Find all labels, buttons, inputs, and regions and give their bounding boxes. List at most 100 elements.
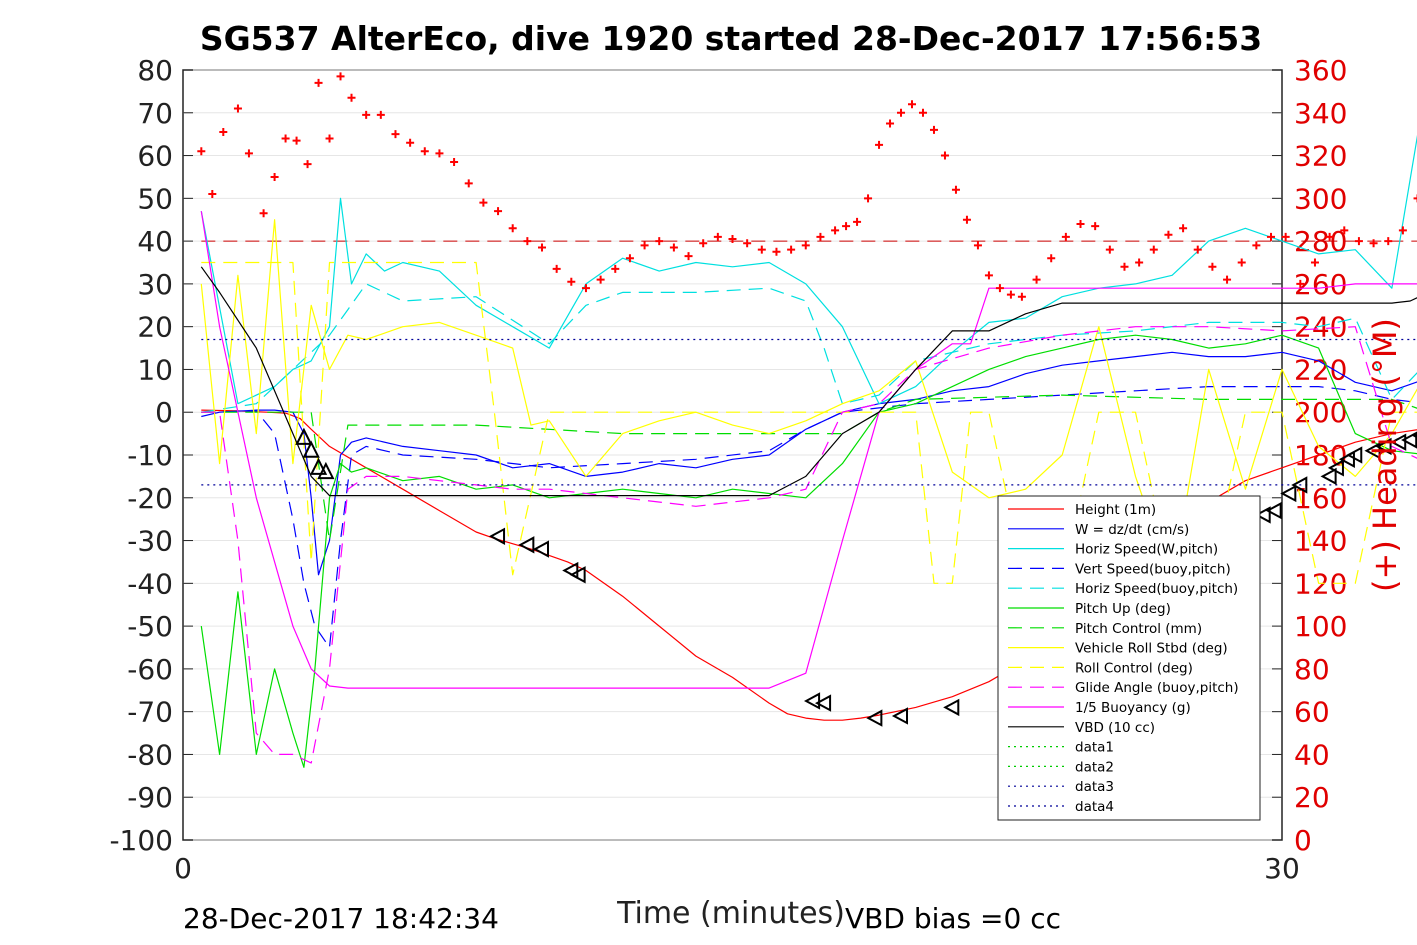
heading-point [728,234,737,243]
heading-point [1223,275,1232,284]
left-triangle-marker [1265,501,1282,520]
series-line [200,334,1417,768]
heading-point [406,138,415,147]
y-tick-label: 70 [137,97,173,130]
heading-point [197,147,206,156]
legend-label: VBD (10 cc) [1075,720,1155,736]
up-triangle-marker [317,461,335,480]
heading-point [1384,237,1393,246]
heading-point [259,209,268,218]
left-triangle-marker [569,566,586,584]
y-tick-label: -40 [127,567,173,600]
y2-tick-label: 300 [1294,182,1347,215]
heading-point [1047,254,1056,263]
heading-point [640,241,649,250]
left-triangle-marker [1254,506,1271,524]
series-line [201,283,1417,413]
heading-point [435,149,444,158]
legend-label: Pitch Control (mm) [1075,621,1202,637]
heading-point [1061,232,1070,241]
heading-point [625,254,634,263]
heading-point [270,172,279,181]
heading-point [292,136,301,145]
series-line [200,219,1417,584]
heading-point [1354,237,1363,246]
heading-point [1310,258,1319,267]
series-line [201,326,1417,764]
heading-point [596,275,605,284]
y2-axis-label: (+) Heading (°M) [1366,318,1404,592]
heading-point [362,110,371,119]
legend-label: data3 [1075,779,1114,795]
y-tick-label: -50 [127,610,173,643]
y2-tick-label: 220 [1294,353,1347,386]
up-triangle-marker [302,440,320,458]
left-triangle-marker [814,694,832,712]
legend-label: Vert Speed(buoy,pitch) [1075,561,1231,577]
heading-point [929,125,938,134]
heading-point [918,108,927,117]
series-group [200,134,1417,768]
x-tick-label: 30 [1264,852,1300,885]
legend-label: Height (1m) [1075,502,1156,518]
heading-point [1193,245,1202,254]
x-axis: 0 30 [174,830,1300,885]
left-triangle-marker [1364,442,1381,460]
left-triangle-marker [1327,459,1344,477]
heading-point [743,239,752,248]
y-axis-right: 3603403203002802602402202001801601401201… [1272,54,1347,857]
heading-point [1032,275,1041,284]
heading-point [494,207,503,216]
series-line [201,394,1417,542]
x-tick-label: 0 [174,852,192,885]
heading-point [464,179,473,188]
heading-point [538,243,547,252]
y-tick-label: 60 [137,140,173,173]
left-triangle-marker [943,698,960,717]
up-triangle-marker [309,457,328,475]
y2-tick-label: 180 [1294,439,1347,472]
series-line [200,266,1417,497]
series-line [201,351,1417,576]
heading-point [864,194,873,203]
heading-point [1179,224,1188,233]
legend-label: 1/5 Buoyancy (g) [1075,700,1191,716]
heading-point [303,160,312,169]
heading-point [875,140,884,149]
heading-point [581,284,590,293]
series-line [201,261,1417,584]
heading-point [886,119,895,128]
heading-points [197,72,1417,301]
heading-point [757,245,766,254]
y2-tick-label: 160 [1294,482,1347,515]
y-tick-label: -10 [127,439,173,472]
heading-point [951,185,960,194]
heading-point [787,245,796,254]
legend-label: data2 [1075,759,1114,775]
legend-label: Horiz Speed(W,pitch) [1075,542,1218,558]
chart-title: SG537 AlterEco, dive 1920 started 28-Dec… [200,19,1262,58]
heading-point [1149,245,1158,254]
y-tick-label: 0 [155,396,173,429]
footer-timestamp: 28-Dec-2017 18:42:34 [183,902,499,935]
y2-tick-label: 360 [1294,54,1347,87]
heading-point [523,237,532,246]
y-axis-left: 80 70 60 50 40 30 20 10 0 -10 -20 -30 -40 -50 -60 -70 -8… [109,54,193,857]
heading-point [1398,226,1407,235]
up-triangle-marker [295,427,313,445]
heading-point [281,134,290,143]
heading-point [940,151,949,160]
heading-point [244,149,253,158]
heading-point [347,93,356,102]
heading-point [655,237,664,246]
heading-point [1208,262,1217,271]
legend-label: Pitch Up (deg) [1075,601,1171,617]
heading-point [973,241,982,250]
series-line [201,386,1417,649]
legend-label: Glide Angle (buoy,pitch) [1075,680,1239,696]
heading-point [908,100,917,109]
left-triangle-marker [532,540,550,558]
grid-lines [183,69,1282,841]
heading-point [336,72,345,81]
heading-point [1164,230,1173,239]
